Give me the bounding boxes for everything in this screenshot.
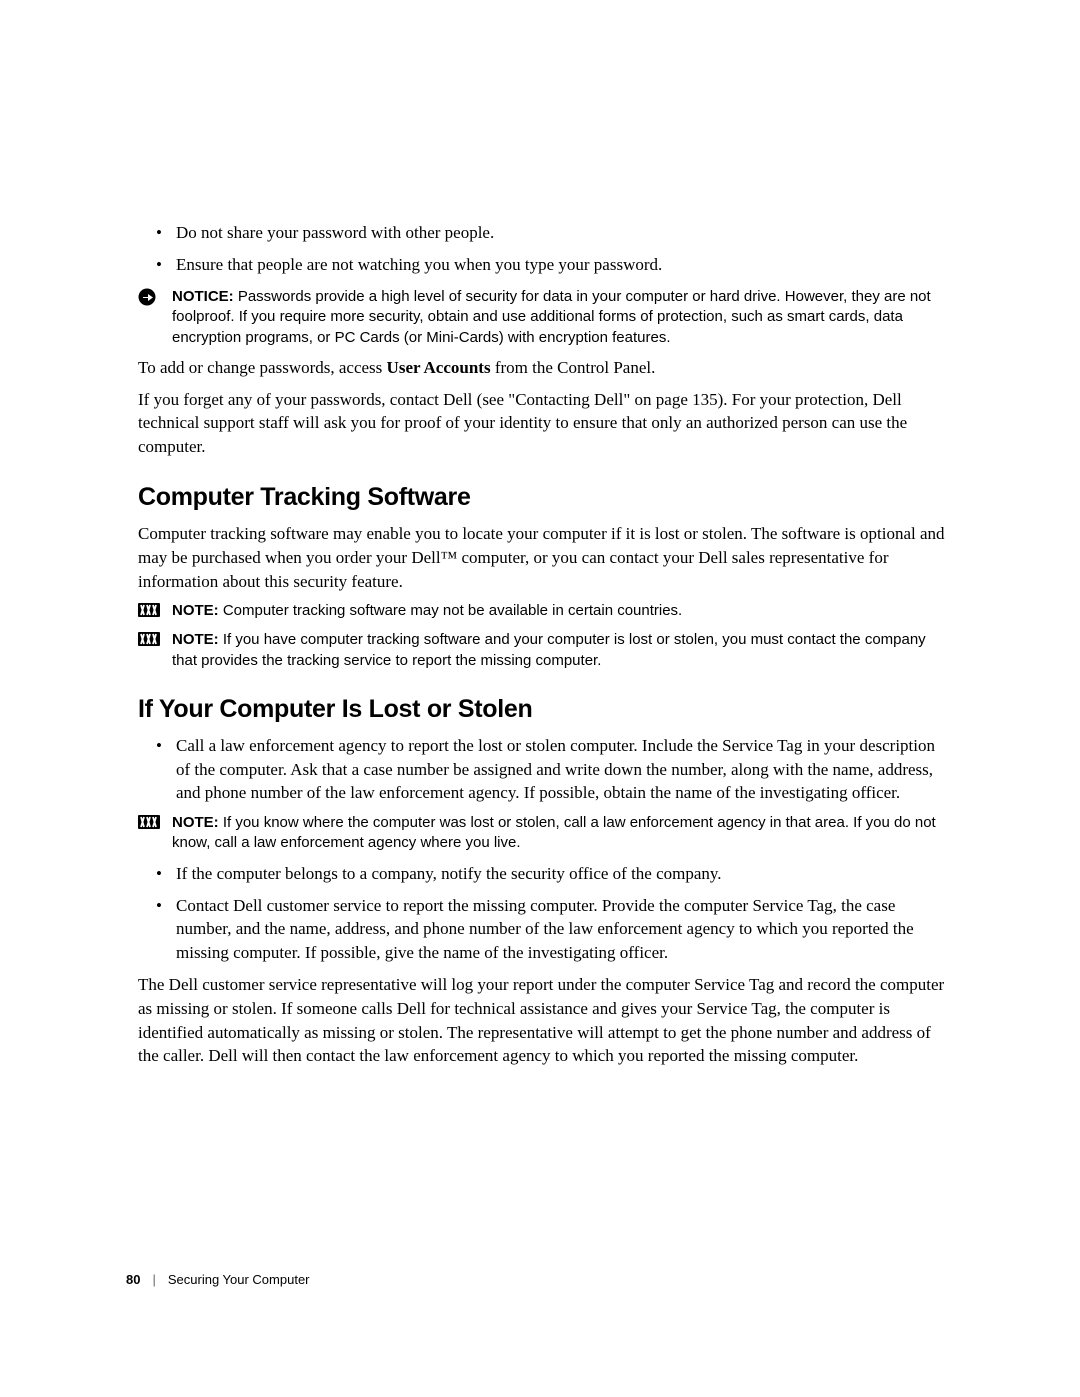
notice-text: NOTICE: Passwords provide a high level o… <box>172 287 948 348</box>
note-text: NOTE: If you know where the computer was… <box>172 813 948 854</box>
tracking-software-heading: Computer Tracking Software <box>138 483 948 512</box>
password-tips-list: Do not share your password with other pe… <box>138 220 948 277</box>
note-callout: NOTE: If you know where the computer was… <box>138 813 948 854</box>
note-body: If you know where the computer was lost … <box>172 814 936 851</box>
page-footer: 80 | Securing Your Computer <box>126 1272 310 1287</box>
note-body: If you have computer tracking software a… <box>172 631 926 668</box>
user-accounts-bold: User Accounts <box>387 358 491 377</box>
add-change-passwords-paragraph: To add or change passwords, access User … <box>138 356 948 380</box>
notice-icon <box>138 288 166 308</box>
dell-customer-service-paragraph: The Dell customer service representative… <box>138 973 948 1068</box>
note-label: NOTE: <box>172 602 219 619</box>
list-item: Contact Dell customer service to report … <box>138 894 948 965</box>
tracking-software-paragraph: Computer tracking software may enable yo… <box>138 522 948 593</box>
note-callout: NOTE: Computer tracking software may not… <box>138 601 948 622</box>
list-item: If the computer belongs to a company, no… <box>138 862 948 886</box>
text-pre: To add or change passwords, access <box>138 358 387 377</box>
note-text: NOTE: If you have computer tracking soft… <box>172 630 948 671</box>
text-post: from the Control Panel. <box>491 358 656 377</box>
footer-section-title: Securing Your Computer <box>168 1272 310 1287</box>
note-callout: NOTE: If you have computer tracking soft… <box>138 630 948 671</box>
note-icon <box>138 814 166 830</box>
note-icon <box>138 602 166 622</box>
document-page: Do not share your password with other pe… <box>138 220 948 1076</box>
note-body: Computer tracking software may not be av… <box>219 602 683 619</box>
forget-password-paragraph: If you forget any of your passwords, con… <box>138 388 948 459</box>
notice-callout: NOTICE: Passwords provide a high level o… <box>138 287 948 348</box>
lost-stolen-list-2: If the computer belongs to a company, no… <box>138 862 948 965</box>
notice-label: NOTICE: <box>172 288 234 305</box>
lost-stolen-list-1: Call a law enforcement agency to report … <box>138 734 948 805</box>
list-item: Call a law enforcement agency to report … <box>138 734 948 805</box>
note-label: NOTE: <box>172 814 219 831</box>
note-text: NOTE: Computer tracking software may not… <box>172 601 948 621</box>
note-icon <box>138 631 166 651</box>
lost-stolen-heading: If Your Computer Is Lost or Stolen <box>138 695 948 724</box>
page-number: 80 <box>126 1272 140 1287</box>
list-item: Ensure that people are not watching you … <box>138 252 948 278</box>
notice-body: Passwords provide a high level of securi… <box>172 288 931 346</box>
note-label: NOTE: <box>172 631 219 648</box>
footer-divider: | <box>152 1272 155 1287</box>
list-item: Do not share your password with other pe… <box>138 220 948 246</box>
